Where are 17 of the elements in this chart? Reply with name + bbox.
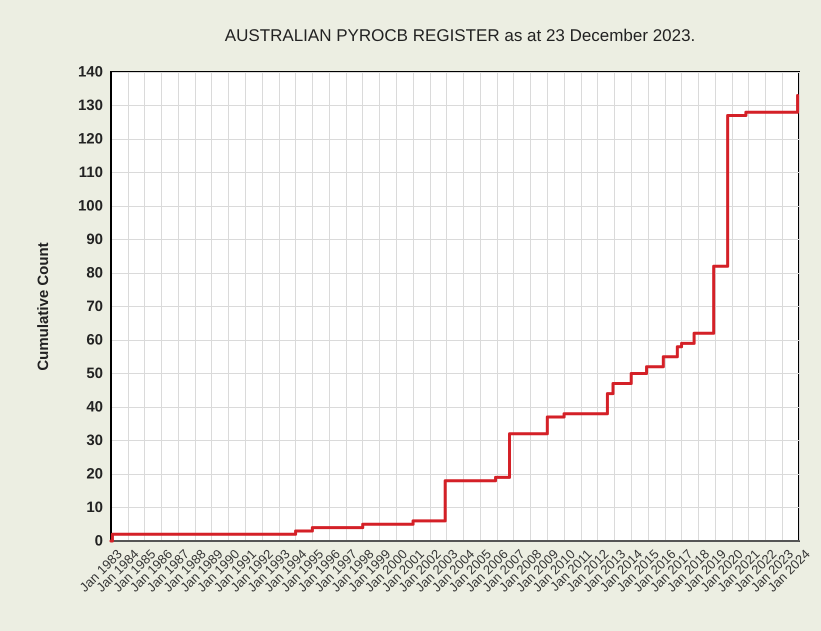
y-tick-label: 0 [94,532,103,550]
y-tick-label: 130 [78,97,103,114]
y-tick-label: 50 [86,365,103,382]
y-tick-label: 140 [78,64,103,80]
y-tick-label: 80 [86,264,103,282]
y-tick-label: 20 [86,466,103,482]
y-tick-label: 110 [78,164,103,181]
y-axis-title: Cumulative Count [35,242,52,371]
y-tick-label: 10 [86,499,103,516]
y-tick-label: 40 [86,398,103,416]
y-tick-label: 120 [78,130,103,148]
y-tick-label: 30 [86,432,103,449]
y-tick-label: 60 [86,332,103,348]
y-tick-label: 100 [78,198,103,214]
y-tick-label: 70 [86,298,103,315]
y-tick-label: 90 [86,231,103,248]
chart-title: AUSTRALIAN PYROCB REGISTER as at 23 December 2023. [224,26,696,45]
